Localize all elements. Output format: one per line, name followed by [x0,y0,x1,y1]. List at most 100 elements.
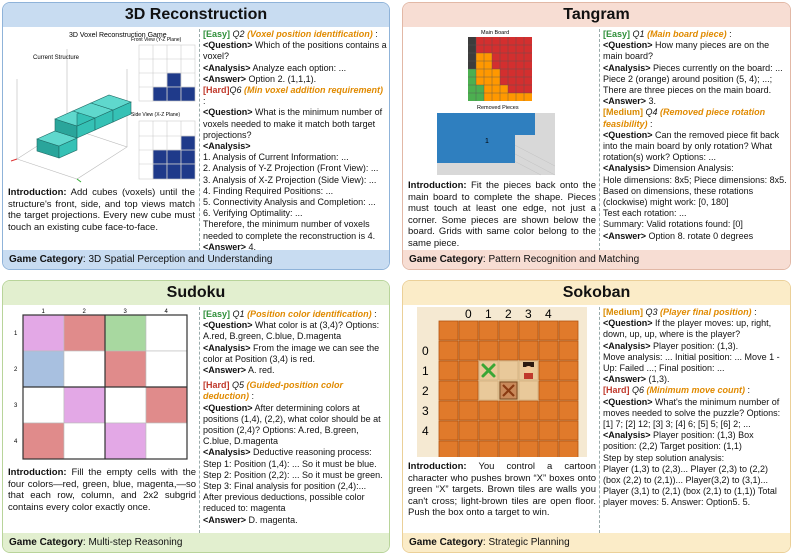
sudoku-cell [104,422,147,460]
row-label: 0 [422,344,429,358]
row-label: 2 [14,367,18,373]
qa-text: [Easy] Q2 (Voxel position identification… [203,29,387,252]
panel-tangram: Tangram Main Board Removed Pieces 1 Intr… [402,2,791,270]
game-category: Game Category: 3D Spatial Perception and… [3,250,389,269]
wall-tile [558,360,579,381]
side-view-grid [138,120,196,180]
col-label: 3 [124,309,128,315]
panel-sudoku: Sudoku 1 2 3 4 1 2 3 4 Introduction: Fill the e… [2,280,390,553]
wall-tile [558,440,579,457]
target-marker [481,363,496,378]
removed-pieces: 1 [436,112,556,176]
sudoku-cell [145,386,188,424]
panel-title: Sudoku [3,281,389,305]
wall-tile [538,320,559,341]
front-view-grid [138,44,196,102]
wall-tile [478,440,499,457]
wall-tile [458,340,479,361]
current-structure-label: Current Structure [33,55,80,61]
row-label: 1 [422,364,429,378]
wall-tile [518,340,539,361]
floor-tile [498,360,519,381]
wall-tile [438,400,459,421]
row-label: 2 [422,384,429,398]
row-label: 4 [422,424,429,438]
wall-tile [498,340,519,361]
wall-tile [438,420,459,441]
sudoku-cell [63,314,106,352]
wall-tile [458,440,479,457]
voxel-figure: 3D Voxel Reconstruction Game Current Str… [10,32,196,183]
wall-tile [558,380,579,401]
intro-paragraph: Introduction: Fill the empty cells with … [8,467,197,513]
row-label: 3 [422,404,429,418]
panel-title: 3D Reconstruction [3,3,389,27]
sudoku-cell [104,386,147,424]
wall-tile [538,440,559,457]
floor-tile [518,380,539,401]
wall-tile [438,440,459,457]
wall-tile [558,340,579,361]
box [499,381,518,400]
tangram-figure: Main Board Removed Pieces 1 [436,30,556,176]
wall-tile [558,400,579,421]
main-board-label: Main Board [481,30,509,36]
row-label: 4 [14,439,18,445]
panel-title: Sokoban [403,281,790,305]
wall-tile [478,320,499,341]
player-character [523,362,534,379]
wall-tile [498,420,519,441]
sudoku-cell [145,422,188,460]
sudoku-cell [22,350,65,388]
col-label: 4 [165,309,169,315]
wall-tile [458,320,479,341]
wall-tile [458,420,479,441]
wall-tile [538,360,559,381]
wall-tile [558,320,579,341]
intro-paragraph: Introduction: Fit the pieces back onto t… [408,180,596,249]
sudoku-cell [145,314,188,352]
wall-tile [438,360,459,381]
wall-tile [438,320,459,341]
wall-tile [458,400,479,421]
sudoku-cell [22,422,65,460]
wall-tile [498,440,519,457]
sudoku-cell [22,314,65,352]
removed-piece-number: 1 [485,138,489,145]
wall-tile [518,420,539,441]
col-label: 1 [485,307,492,321]
game-category: Game Category: Multi-step Reasoning [3,533,389,552]
sudoku-cell [145,350,188,388]
wall-tile [518,440,539,457]
qa-text: [Easy] Q1 (Main board piece) : <Question… [603,29,787,241]
wall-tile [538,400,559,421]
row-label: 1 [14,331,18,337]
sudoku-cell [22,386,65,424]
sudoku-cell [104,350,147,388]
removed-pieces-label: Removed Pieces [477,105,519,111]
wall-tile [478,400,499,421]
col-label: 3 [525,307,532,321]
intro-paragraph: Introduction: Add cubes (voxels) until t… [8,187,195,233]
wall-tile [478,340,499,361]
qa-text: [Easy] Q1 (Position color identification… [203,309,383,525]
floor-tile [478,380,499,401]
col-label: 1 [42,309,46,315]
sudoku-grid: 1 2 3 4 1 2 3 4 [14,309,188,460]
wall-tile [438,340,459,361]
wall-tile [538,420,559,441]
wall-tile [458,380,479,401]
panel-title: Tangram [403,3,790,27]
col-label: 0 [465,307,472,321]
sudoku-cell [63,386,106,424]
wall-tile [458,360,479,381]
sudoku-cell [63,350,106,388]
wall-tile [538,340,559,361]
side-view-label: Side View (X-Z Plane) [131,112,180,118]
wall-tile [518,320,539,341]
figure-title: 3D Voxel Reconstruction Game [69,32,167,39]
wall-tile [478,420,499,441]
wall-tile [518,400,539,421]
col-label: 4 [545,307,552,321]
